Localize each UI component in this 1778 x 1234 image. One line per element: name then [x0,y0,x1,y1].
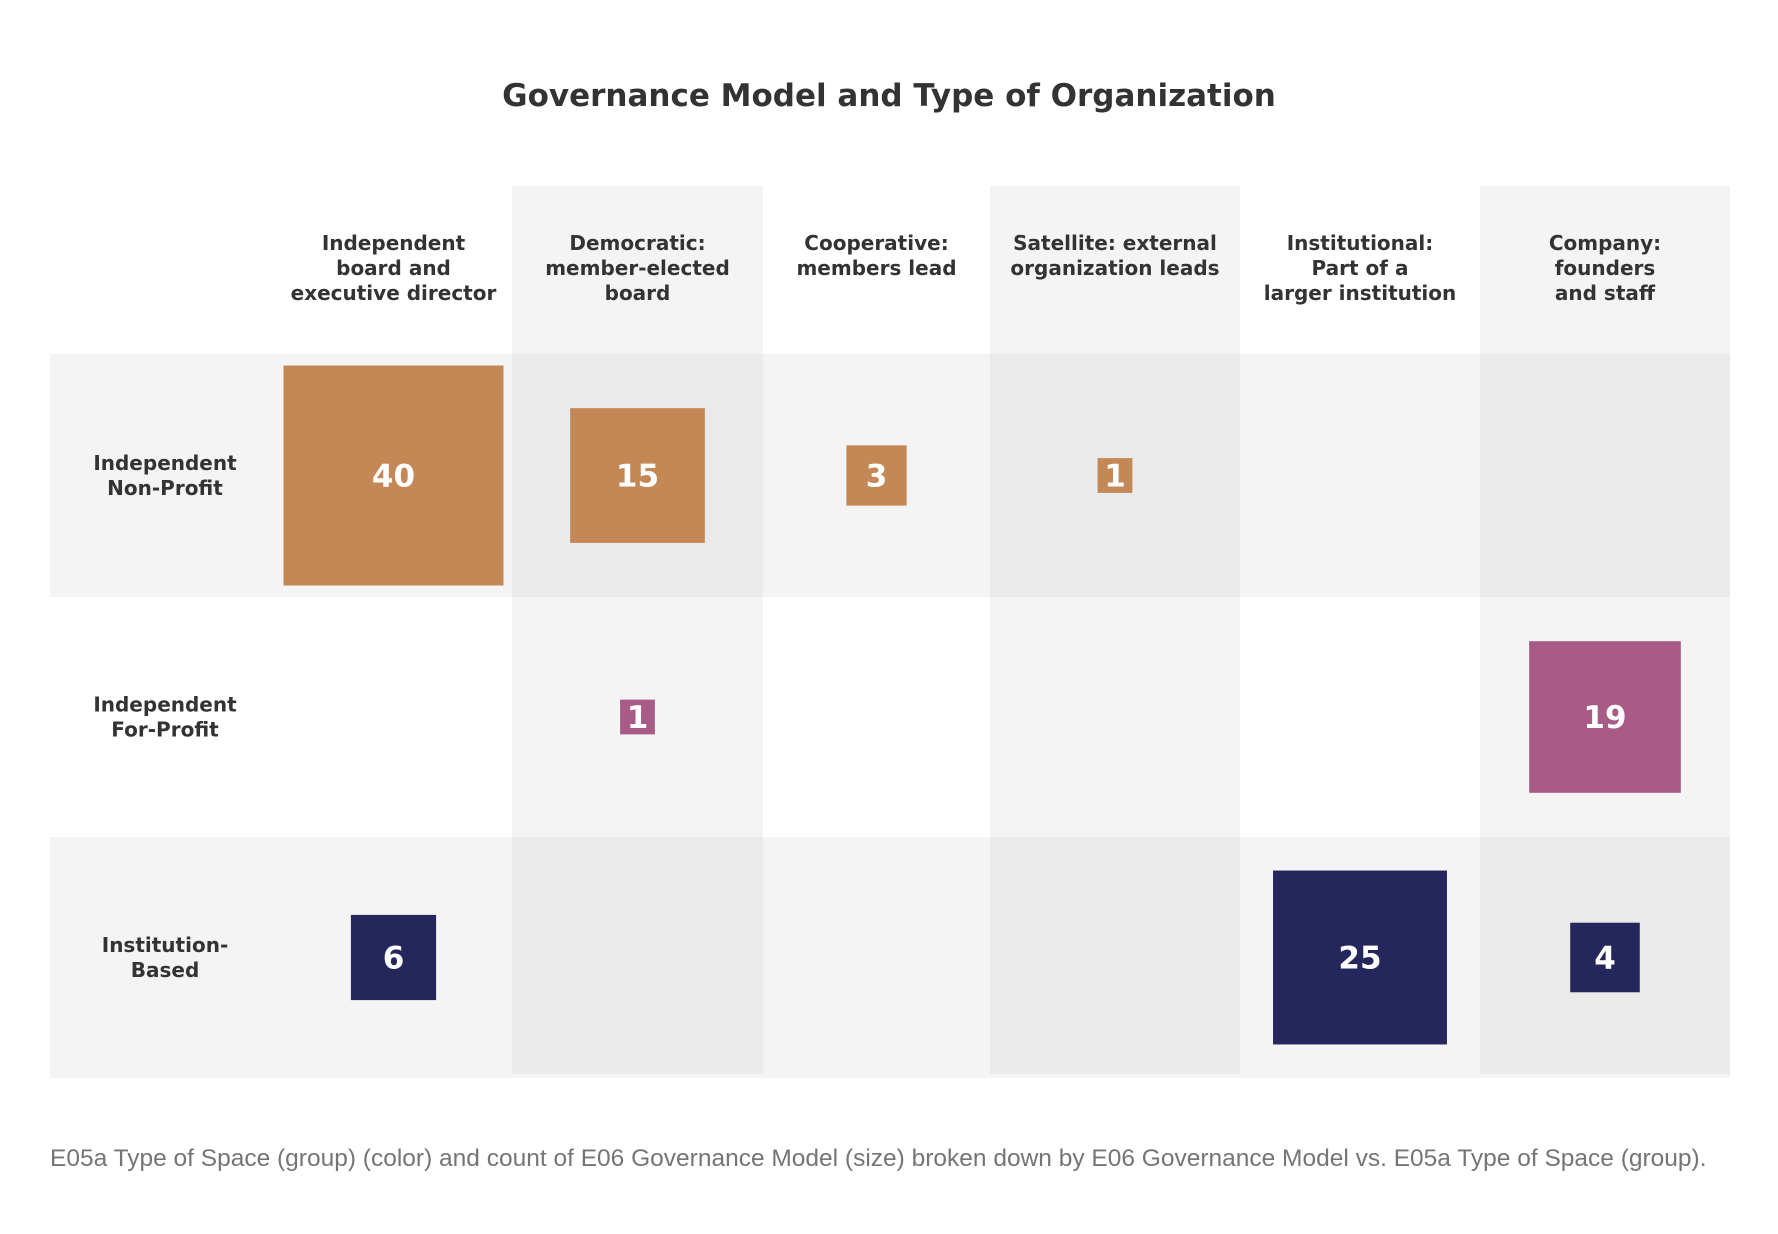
column-label-0-line-1: board and [336,256,451,280]
row-label-2-line-1: Based [131,958,200,982]
mark-square-r1-c5 [1529,641,1681,793]
mark-label-r2-c4: 25 [1338,941,1381,977]
mark-square-r2-c5 [1570,922,1640,993]
column-label-5-line-1: founders [1555,256,1656,280]
column-label-0-line-0: Independent [322,231,466,255]
column-label-0-line-2: executive director [291,281,497,305]
mark-label-r0-c0: 40 [372,459,415,495]
column-label-1-line-0: Democratic: [569,231,705,255]
mark-square-r1-c1 [620,699,655,735]
mark-label-r2-c0: 6 [383,941,405,977]
chart-title: Governance Model and Type of Organizatio… [502,78,1276,114]
col-band-header-5 [1480,186,1730,354]
mark-square-r2-c4 [1273,870,1447,1045]
mark-label-r1-c5: 19 [1583,700,1626,736]
mark-square-r0-c3 [1097,458,1133,493]
mark-label-r2-c5: 4 [1594,941,1616,977]
col-band-header-3 [990,186,1240,354]
mark-square-r0-c2 [846,445,907,506]
row-band-1 [50,597,1730,837]
column-label-1-line-2: board [605,281,671,305]
row-label-0-line-0: Independent [93,451,237,475]
column-label-5-line-0: Company: [1549,231,1661,255]
mark-label-r1-c1: 1 [627,700,649,736]
column-label-2-line-0: Cooperative: [804,231,948,255]
col-band-1-row-2 [512,837,763,1074]
chart-caption: E05a Type of Space (group) (color) and c… [50,1145,1707,1172]
mark-square-r0-c1 [570,408,705,543]
row-labels: IndependentNon-ProfitIndependentFor-Prof… [93,451,237,982]
mark-square-r2-c0 [350,914,437,1001]
col-band-5-row-0 [1480,354,1730,597]
chart-marks: 40 15 3 11 196 25 4 [283,365,1681,1045]
col-band-3-row-2 [990,837,1240,1074]
column-label-5-line-2: and staff [1555,281,1656,305]
column-label-3-line-1: organization leads [1010,256,1219,280]
col-band-3-row-1 [990,597,1240,837]
column-label-3-line-0: Satellite: external [1013,231,1217,255]
mark-label-r0-c3: 1 [1104,459,1126,495]
column-label-4-line-1: Part of a [1312,256,1409,280]
mark-label-r0-c1: 15 [616,459,659,495]
column-label-2-line-1: members lead [796,256,956,280]
mark-label-r0-c2: 3 [866,459,888,495]
mark-square-r0-c0 [283,365,504,586]
column-label-4-line-0: Institutional: [1287,231,1434,255]
column-label-4-line-2: larger institution [1264,281,1457,305]
col-band-header-1 [512,186,763,354]
row-label-0-line-1: Non-Profit [107,476,223,500]
row-band-2 [50,837,1730,1078]
row-label-1-line-0: Independent [93,693,237,717]
column-label-1-line-1: member-elected [545,256,730,280]
row-label-2-line-0: Institution- [102,933,229,957]
row-label-1-line-1: For-Profit [111,718,219,742]
background-bands [50,186,1730,1078]
